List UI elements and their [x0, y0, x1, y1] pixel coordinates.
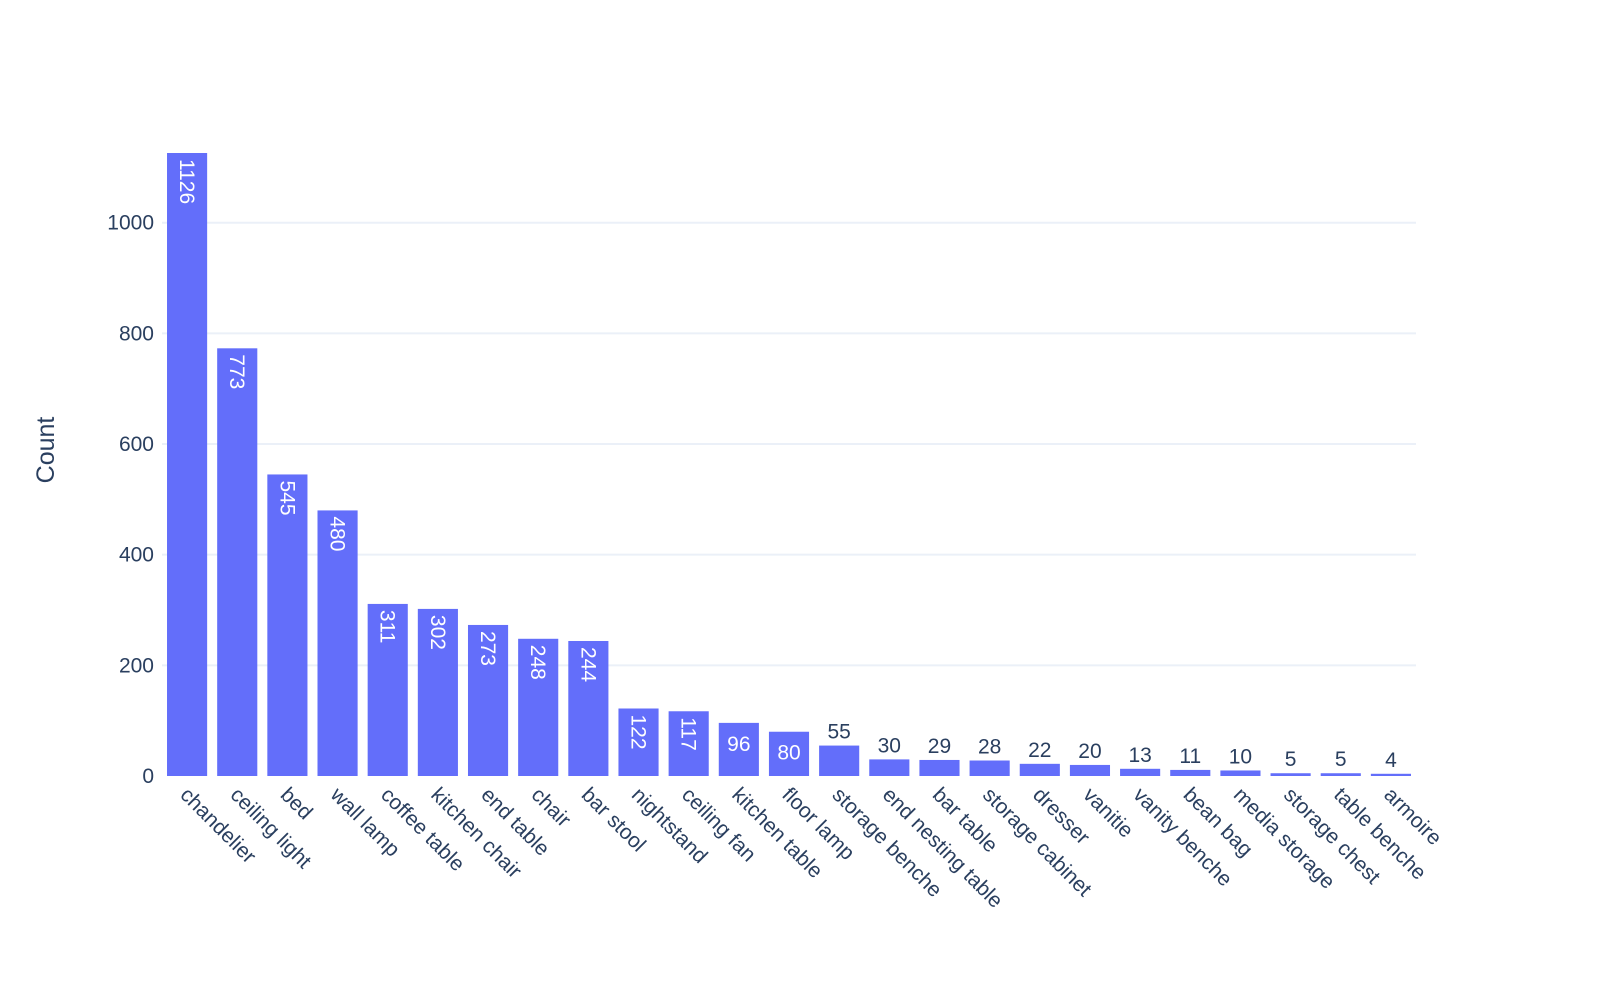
bar-value-label: 302 [426, 615, 449, 650]
bar [618, 708, 659, 776]
bar [1069, 764, 1111, 776]
bar [1019, 763, 1060, 776]
y-tick-label: 1000 [107, 212, 154, 235]
y-axis-ticks: 0 200 400 600 800 1000 [107, 212, 154, 788]
bar [217, 348, 258, 776]
bar [267, 474, 308, 776]
bar-value-label: 1126 [175, 159, 198, 204]
bar-value-label: 248 [526, 645, 549, 680]
bar-value-label: 773 [225, 354, 248, 389]
bar [768, 731, 810, 776]
bar-value-label: 13 [1128, 744, 1151, 767]
bar [1170, 769, 1211, 776]
x-tick-label: bed [276, 783, 317, 824]
bar [1320, 773, 1361, 776]
bar [819, 745, 860, 776]
bar-value-label: 10 [1229, 745, 1252, 768]
y-axis-title: Count [32, 417, 60, 484]
bar-value-label: 22 [1028, 739, 1051, 762]
gridlines [162, 221, 1416, 667]
bar [467, 624, 509, 776]
y-tick-label: 600 [119, 433, 154, 456]
bar [167, 153, 208, 776]
bar-value-label: 122 [627, 714, 650, 749]
bar-value-label: 480 [326, 516, 349, 551]
bar-value-label: 80 [777, 742, 800, 765]
bar [568, 640, 609, 776]
bar-value-label: 244 [576, 647, 599, 682]
bar-value-label: 311 [376, 610, 399, 643]
bar-value-label: 55 [827, 721, 850, 744]
bar-value-label: 5 [1285, 748, 1297, 771]
bar-value-label: 30 [878, 734, 901, 757]
bar-value-label: 5 [1335, 748, 1347, 771]
bar-value-label: 4 [1385, 749, 1397, 772]
bar-value-label: 273 [476, 631, 499, 666]
bar [718, 722, 759, 776]
bar-value-label: 117 [677, 717, 700, 750]
bar-value-label: 28 [978, 736, 1001, 759]
bar-value-label: 96 [727, 733, 750, 756]
bar-value-label: 545 [275, 480, 298, 515]
bar [869, 759, 910, 776]
y-tick-label: 0 [142, 765, 154, 788]
bar [1270, 773, 1311, 776]
bar-value-label: 11 [1179, 745, 1201, 768]
bar [668, 711, 709, 776]
y-tick-label: 400 [119, 544, 154, 567]
bar [919, 759, 960, 776]
bar [1370, 773, 1411, 776]
bars [167, 153, 1411, 776]
bar [1220, 770, 1261, 776]
bar [317, 510, 358, 776]
bar [969, 760, 1010, 776]
bar [417, 608, 458, 776]
y-tick-label: 800 [119, 322, 154, 345]
bar [518, 638, 559, 776]
bar [1120, 768, 1161, 776]
bar-value-label: 29 [928, 735, 951, 758]
bar-value-label: 20 [1078, 740, 1101, 763]
y-tick-label: 200 [119, 654, 154, 677]
bar [367, 603, 408, 776]
